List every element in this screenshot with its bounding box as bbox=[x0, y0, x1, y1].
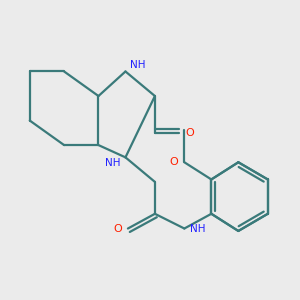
Text: NH: NH bbox=[105, 158, 121, 169]
Text: O: O bbox=[169, 157, 178, 167]
Text: O: O bbox=[113, 224, 122, 233]
Text: NH: NH bbox=[130, 60, 146, 70]
Text: O: O bbox=[186, 128, 194, 138]
Text: NH: NH bbox=[190, 224, 206, 233]
